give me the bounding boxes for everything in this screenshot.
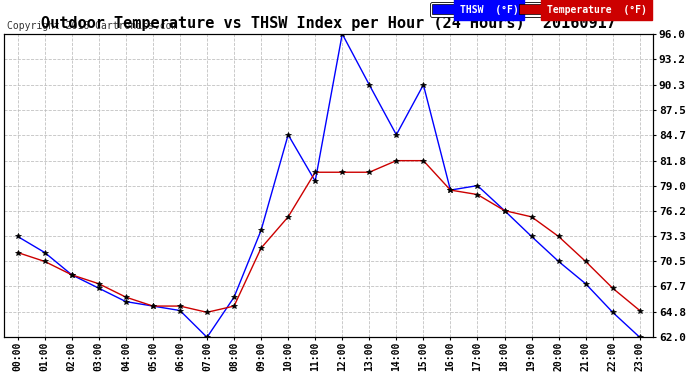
Title: Outdoor Temperature vs THSW Index per Hour (24 Hours)  20160917: Outdoor Temperature vs THSW Index per Ho…: [41, 16, 616, 32]
Legend: THSW  (°F), Temperature  (°F): THSW (°F), Temperature (°F): [431, 2, 649, 16]
Text: Copyright 2016 Cartronics.com: Copyright 2016 Cartronics.com: [8, 21, 178, 31]
